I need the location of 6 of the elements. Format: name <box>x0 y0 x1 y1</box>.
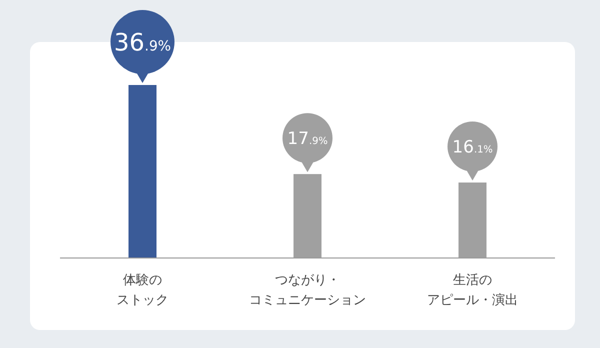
x-tick-label: 体験のストック <box>116 273 168 308</box>
data-label: 36.9% <box>114 28 172 57</box>
x-tick-label: つながり・コミュニケーション <box>249 273 366 308</box>
data-label: 17.9% <box>287 129 328 150</box>
x-tick-label: 生活のアピール・演出 <box>427 273 518 308</box>
data-label: 16.1% <box>452 138 493 158</box>
